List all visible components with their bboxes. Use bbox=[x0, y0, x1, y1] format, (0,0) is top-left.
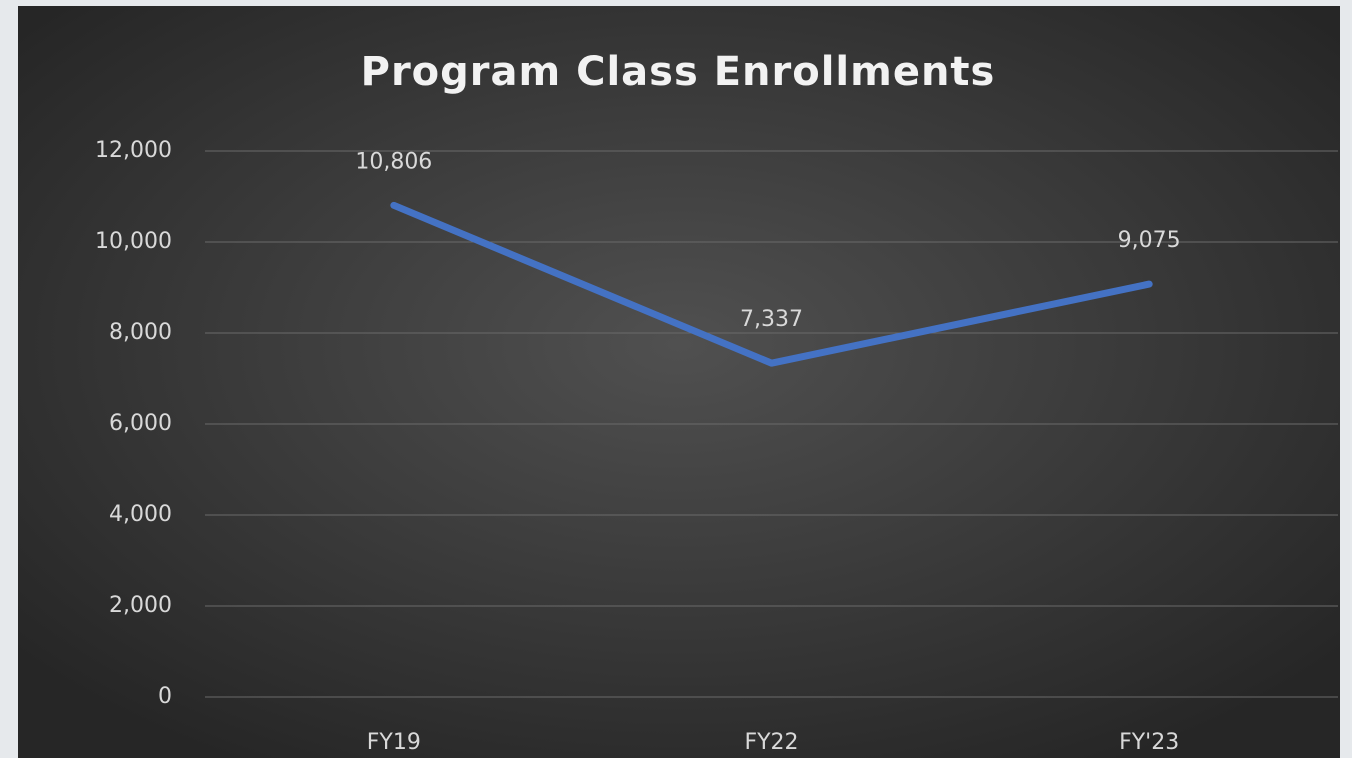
data-label: 7,337 bbox=[740, 307, 803, 332]
y-tick-label: 4,000 bbox=[109, 502, 172, 527]
data-label: 9,075 bbox=[1118, 228, 1181, 253]
y-tick-label: 10,000 bbox=[95, 229, 172, 254]
x-tick-label: FY'23 bbox=[1119, 730, 1179, 755]
y-tick-label: 6,000 bbox=[109, 411, 172, 436]
data-line bbox=[390, 201, 1153, 367]
chart-background bbox=[18, 6, 1340, 758]
data-label: 10,806 bbox=[355, 149, 432, 174]
x-tick-label: FY19 bbox=[367, 730, 421, 755]
y-tick-label: 2,000 bbox=[109, 593, 172, 618]
y-tick-label: 12,000 bbox=[95, 138, 172, 163]
y-tick-label: 8,000 bbox=[109, 320, 172, 345]
x-tick-label: FY22 bbox=[744, 730, 798, 755]
chart-title: Program Class Enrollments bbox=[361, 49, 996, 95]
y-tick-label: 0 bbox=[158, 684, 172, 709]
